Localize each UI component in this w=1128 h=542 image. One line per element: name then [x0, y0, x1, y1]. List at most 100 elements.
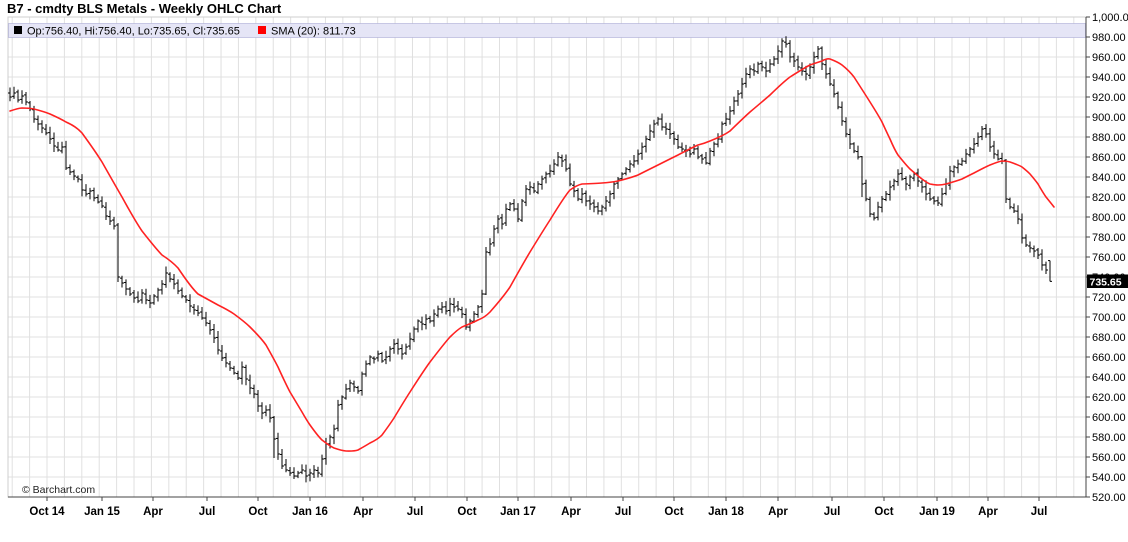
ohlc-bar [920, 179, 924, 193]
ohlc-legend-label: Op:756.40, Hi:756.40, Lo:735.65, Cl:735.… [27, 26, 240, 38]
ohlc-bar [316, 466, 320, 478]
ohlc-bar [556, 151, 560, 167]
ohlc-bar [840, 101, 844, 126]
ohlc-bar [964, 148, 968, 164]
ohlc-bar [776, 45, 780, 65]
ohlc-bar [124, 279, 128, 296]
ohlc-bar [708, 147, 712, 166]
x-tick-label: Jul [407, 506, 424, 518]
ohlc-bar [856, 145, 860, 160]
ohlc-bar [944, 178, 948, 196]
ohlc-bar [480, 289, 484, 313]
ohlc-bar [660, 113, 664, 131]
x-tick-label: Oct [874, 506, 893, 518]
ohlc-bar [1008, 197, 1012, 210]
ohlc-bar [356, 385, 360, 394]
ohlc-bar [752, 63, 756, 76]
ohlc-bar [240, 361, 244, 385]
ohlc-bar [88, 187, 92, 200]
ohlc-bar [308, 468, 312, 482]
ohlc-bar [40, 120, 44, 134]
sma-legend-swatch [258, 26, 266, 34]
ohlc-bar [260, 402, 264, 420]
ohlc-bar [184, 295, 188, 303]
ohlc-bar [236, 370, 240, 381]
ohlc-bar [648, 124, 652, 141]
ohlc-bar [48, 126, 52, 145]
x-tick-label: Oct 14 [29, 506, 65, 518]
sma-layer [9, 58, 1055, 452]
ohlc-bar [1016, 205, 1020, 225]
ohlc-bar [508, 202, 512, 212]
ohlc-bar [604, 195, 608, 212]
ohlc-bar [744, 67, 748, 88]
ohlc-bar [24, 91, 28, 106]
ohlc-bar [976, 132, 980, 147]
y-tick-label: 540.00 [1092, 472, 1126, 484]
ohlc-bar [360, 371, 364, 396]
ohlc-bar [1004, 159, 1008, 203]
ohlc-bar [188, 294, 192, 313]
ohlc-bar [940, 187, 944, 207]
ohlc-bar [60, 141, 64, 154]
ohlc-bar [344, 383, 348, 400]
y-tick-label: 600.00 [1092, 412, 1126, 424]
ohlc-bar [496, 215, 500, 234]
ohlc-bar [108, 210, 112, 225]
ohlc-bar [444, 301, 448, 315]
ohlc-bar [872, 212, 876, 221]
ohlc-bar [864, 179, 868, 202]
ohlc-bar [432, 309, 436, 327]
ohlc-bar [624, 167, 628, 176]
ohlc-bar [844, 117, 848, 138]
x-tick-label: Oct [457, 506, 476, 518]
ohlc-bar [852, 142, 856, 154]
last-price-callout: 735.65 [1087, 274, 1128, 289]
ohlc-bar [924, 180, 928, 201]
y-tick-label: 660.00 [1092, 352, 1126, 364]
y-tick-label: 940.00 [1092, 72, 1126, 84]
ohlc-bar [892, 178, 896, 191]
watermark: © Barchart.com [22, 484, 95, 496]
ohlc-bar [488, 238, 492, 256]
ohlc-bar [832, 79, 836, 98]
ohlc-bar [948, 165, 952, 190]
ohlc-bar [796, 55, 800, 71]
ohlc-bar [248, 374, 252, 395]
ohlc-bar [1044, 261, 1048, 275]
ohlc-bar [588, 195, 592, 210]
y-tick-label: 980.00 [1092, 32, 1126, 44]
ohlc-bar [616, 176, 620, 189]
ohlc-bar [568, 163, 572, 187]
ohlc-bar [908, 174, 912, 190]
ohlc-bar [836, 91, 840, 110]
ohlc-bar [460, 306, 464, 319]
ohlc-bar [900, 167, 904, 181]
ohlc-bar [868, 196, 872, 218]
ohlc-bar [788, 40, 792, 63]
ohlc-bar [636, 149, 640, 165]
ohlc-bar [668, 122, 672, 140]
ohlc-bar [888, 180, 892, 201]
ohlc-bar [204, 311, 208, 327]
ohlc-bar [348, 379, 352, 392]
ohlc-bar [656, 116, 660, 126]
ohlc-bar [16, 89, 20, 103]
ohlc-bar [476, 305, 480, 318]
ohlc-bar [768, 59, 772, 74]
ohlc-bar [580, 187, 584, 204]
ohlc-bar [12, 86, 16, 99]
ohlc-bar [160, 280, 164, 295]
ohlc-legend-swatch [14, 26, 22, 34]
ohlc-bar [720, 121, 724, 143]
ohlc-bar [552, 159, 556, 175]
y-tick-label: 760.00 [1092, 252, 1126, 264]
ohlc-bar [288, 467, 292, 476]
ohlc-bar [112, 216, 116, 230]
x-tick-label: Apr [978, 506, 998, 518]
ohlc-bar [672, 131, 676, 145]
ohlc-bar [8, 87, 12, 102]
ohlc-bar [136, 291, 140, 304]
